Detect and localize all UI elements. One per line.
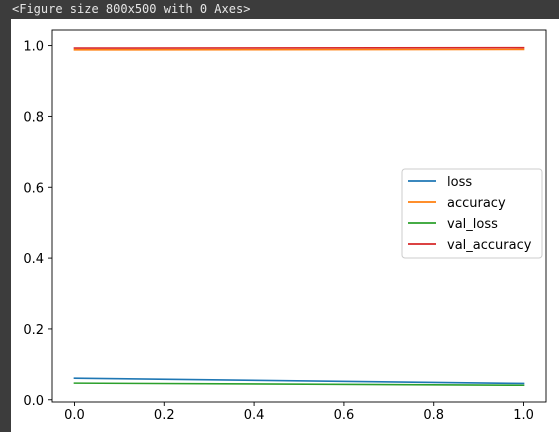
x-tick-label: 0.4 (244, 408, 265, 423)
y-tick-label: 0.8 (23, 110, 44, 125)
x-tick-label: 1.0 (513, 408, 534, 423)
y-tick-label: 0.2 (23, 323, 44, 338)
legend-label-val_loss: val_loss (447, 217, 498, 232)
legend-label-accuracy: accuracy (447, 196, 506, 211)
legend-label-loss: loss (447, 175, 472, 190)
output-header: <Figure size 800x500 with 0 Axes> (0, 0, 559, 19)
axes-frame (51, 29, 547, 403)
legend-box (401, 168, 543, 259)
legend-label-val_accuracy: val_accuracy (447, 238, 532, 253)
x-tick-label: 0.8 (423, 408, 444, 423)
y-tick-label: 1.0 (23, 40, 44, 55)
y-tick-label: 0.4 (23, 252, 44, 267)
x-tick-label: 0.2 (154, 408, 175, 423)
y-tick-label: 0.6 (23, 181, 44, 196)
figure-caption: <Figure size 800x500 with 0 Axes> (12, 2, 251, 16)
axes-layer: 0.0 0.2 0.4 0.6 0.8 1.0 0.0 0.2 0.4 0.6 0.8 1.0 (23, 29, 547, 423)
series-layer (73, 46, 525, 387)
legend: loss accuracy val_loss val_accuracy (401, 168, 543, 259)
x-tick-label: 0.6 (334, 408, 355, 423)
series-line-loss (73, 377, 525, 385)
series-line-val_loss (73, 382, 525, 387)
cell-gutter (0, 0, 11, 432)
y-tick-label: 0.0 (23, 394, 44, 409)
x-tick-label: 0.0 (64, 408, 85, 423)
